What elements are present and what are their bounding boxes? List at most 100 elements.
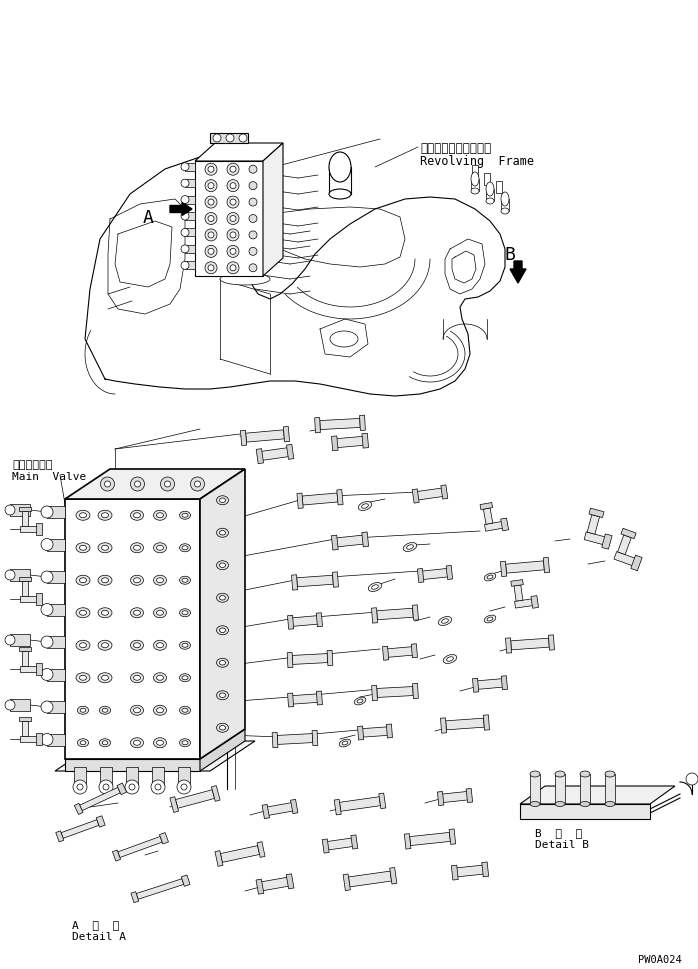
Polygon shape (22, 581, 28, 596)
Ellipse shape (98, 544, 112, 553)
Polygon shape (47, 572, 65, 583)
Ellipse shape (133, 514, 140, 518)
Ellipse shape (179, 706, 191, 714)
Polygon shape (112, 850, 121, 861)
Ellipse shape (131, 609, 144, 618)
Polygon shape (96, 816, 105, 828)
Polygon shape (290, 615, 320, 627)
Polygon shape (263, 143, 283, 277)
Circle shape (41, 669, 53, 681)
Ellipse shape (216, 659, 228, 668)
Ellipse shape (358, 502, 372, 511)
Circle shape (227, 197, 239, 209)
Polygon shape (55, 741, 255, 771)
Polygon shape (159, 832, 168, 844)
Circle shape (227, 263, 239, 274)
Text: Main  Valve: Main Valve (12, 472, 87, 482)
Ellipse shape (216, 496, 228, 505)
Polygon shape (118, 836, 162, 858)
Polygon shape (339, 797, 380, 811)
Ellipse shape (530, 771, 540, 777)
Circle shape (5, 506, 15, 516)
Polygon shape (520, 786, 675, 804)
Ellipse shape (154, 673, 167, 683)
Circle shape (249, 166, 257, 174)
Polygon shape (325, 838, 356, 851)
Ellipse shape (101, 546, 108, 550)
Bar (74, 767, 86, 787)
Polygon shape (618, 536, 631, 555)
Polygon shape (136, 879, 184, 899)
Polygon shape (413, 683, 418, 699)
Circle shape (205, 230, 217, 241)
Ellipse shape (179, 641, 191, 649)
Polygon shape (377, 609, 413, 620)
Circle shape (226, 135, 234, 142)
Polygon shape (215, 851, 223, 866)
Ellipse shape (131, 576, 144, 585)
Ellipse shape (156, 708, 163, 713)
Circle shape (181, 230, 189, 237)
Ellipse shape (357, 700, 363, 703)
Circle shape (177, 780, 191, 795)
Polygon shape (587, 516, 600, 535)
Polygon shape (377, 687, 413, 698)
Polygon shape (555, 774, 565, 804)
Ellipse shape (179, 674, 191, 682)
Ellipse shape (131, 641, 144, 650)
Polygon shape (336, 490, 343, 506)
Ellipse shape (555, 771, 565, 777)
Ellipse shape (182, 741, 188, 745)
Polygon shape (195, 143, 283, 162)
Ellipse shape (605, 801, 615, 806)
Ellipse shape (330, 331, 358, 348)
Circle shape (41, 604, 53, 616)
Polygon shape (389, 867, 397, 884)
Ellipse shape (101, 643, 108, 648)
Polygon shape (221, 846, 260, 862)
Polygon shape (36, 524, 42, 535)
Polygon shape (514, 585, 523, 602)
Ellipse shape (154, 609, 167, 618)
Ellipse shape (131, 544, 144, 553)
Ellipse shape (76, 673, 90, 683)
Ellipse shape (133, 675, 140, 680)
Polygon shape (501, 676, 507, 690)
Ellipse shape (403, 543, 417, 552)
Ellipse shape (76, 576, 90, 585)
Polygon shape (348, 871, 392, 887)
Polygon shape (404, 833, 411, 849)
Polygon shape (22, 512, 28, 526)
Ellipse shape (102, 708, 107, 712)
Ellipse shape (154, 738, 167, 748)
Polygon shape (312, 731, 318, 746)
Polygon shape (258, 448, 292, 461)
Ellipse shape (219, 661, 225, 666)
Circle shape (230, 183, 236, 190)
Polygon shape (20, 526, 39, 533)
Polygon shape (20, 596, 39, 603)
Ellipse shape (219, 596, 225, 601)
Polygon shape (47, 702, 65, 713)
Polygon shape (288, 615, 294, 630)
Ellipse shape (77, 739, 89, 747)
Polygon shape (200, 470, 245, 760)
Circle shape (77, 784, 83, 790)
Ellipse shape (133, 740, 140, 745)
Polygon shape (240, 431, 246, 446)
Polygon shape (449, 829, 456, 845)
Polygon shape (36, 664, 42, 674)
Ellipse shape (80, 578, 87, 583)
Text: B  詳  細: B 詳 細 (535, 828, 582, 837)
Circle shape (230, 249, 236, 255)
Polygon shape (387, 724, 392, 738)
Polygon shape (484, 509, 493, 524)
Polygon shape (466, 789, 473, 802)
Polygon shape (500, 518, 509, 531)
Ellipse shape (471, 172, 479, 187)
Ellipse shape (154, 641, 167, 650)
Polygon shape (286, 874, 294, 889)
Circle shape (205, 180, 217, 193)
Ellipse shape (76, 609, 90, 618)
Circle shape (129, 784, 135, 790)
